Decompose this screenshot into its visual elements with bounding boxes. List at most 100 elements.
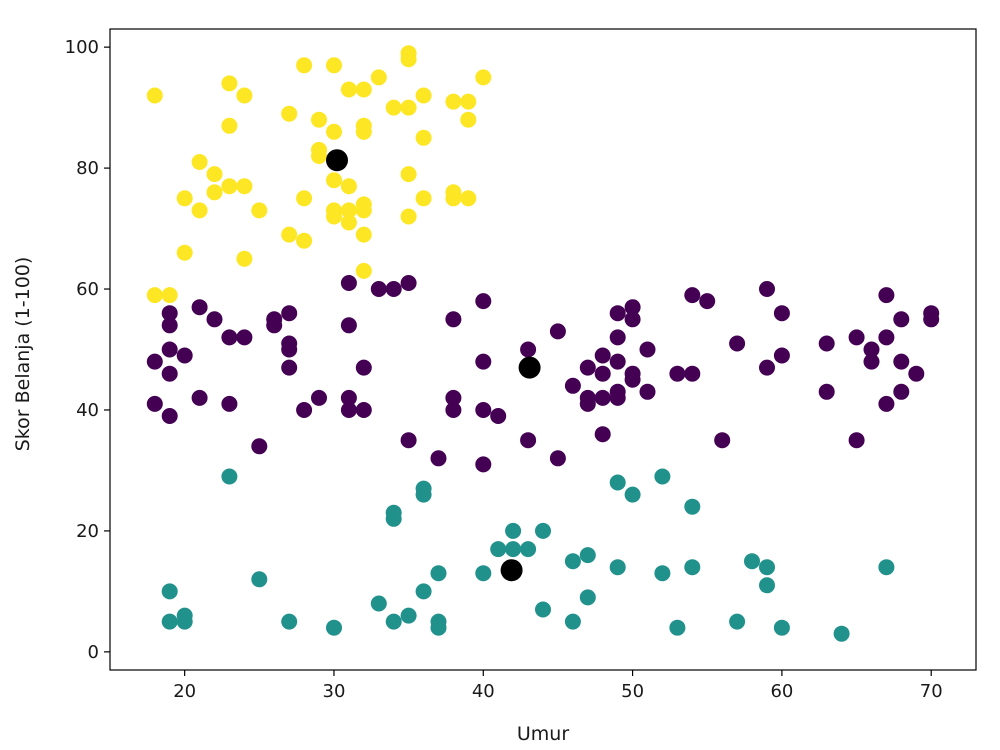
data-point [460,93,477,110]
data-point [251,571,268,588]
data-point [520,432,537,449]
y-tick-label: 20 [76,521,99,542]
data-point [400,607,417,624]
x-axis-label: Umur [517,723,569,745]
data-point [161,305,178,322]
x-tick-label: 60 [770,681,793,702]
y-tick-label: 0 [88,642,99,663]
data-point [759,559,775,576]
data-point [400,166,417,183]
data-point [624,299,641,316]
points-layer [146,45,940,642]
data-point [206,184,223,201]
data-point [564,613,581,630]
data-point [579,589,596,606]
data-point [579,547,596,564]
data-point [281,105,298,122]
y-tick-label: 40 [76,400,99,421]
data-point [191,154,208,170]
data-point [415,129,432,146]
data-point [729,613,746,630]
data-point [579,395,596,412]
x-tick-label: 20 [173,681,196,702]
data-point [355,202,372,219]
data-point [878,287,895,304]
data-point [206,311,223,328]
data-point [520,341,537,358]
data-point [161,287,178,304]
data-point [609,474,626,491]
data-point [355,359,372,376]
data-point [714,432,731,449]
data-point [624,486,641,503]
data-point [326,123,342,140]
data-point [490,541,507,558]
data-point [400,208,417,225]
data-point [654,468,671,485]
data-point [281,341,298,358]
data-point [161,613,178,630]
data-point [684,498,701,515]
data-point [669,365,686,382]
data-point [176,244,193,261]
centroid-point [518,356,541,379]
data-point [340,389,357,406]
data-point [176,190,193,207]
data-point [564,553,581,570]
data-point [355,123,372,140]
data-point [445,93,462,110]
data-point [281,226,298,243]
data-point [370,595,387,612]
data-point [340,214,357,231]
data-point [281,613,298,630]
data-point [146,87,163,104]
data-point [311,148,327,164]
data-point [326,172,342,189]
data-point [475,456,492,473]
data-point [430,450,447,467]
data-point [893,383,910,400]
data-point [848,329,865,346]
data-point [385,99,402,116]
data-point [878,559,895,576]
data-point [818,335,835,352]
data-point [878,395,895,412]
data-point [773,347,790,364]
y-axis-ticks: 0 20 40 60 80 100 [65,37,110,663]
data-point [236,250,253,267]
data-point [251,438,268,455]
data-point [191,202,208,219]
data-point [833,625,850,642]
data-point [475,565,492,582]
data-point [236,87,253,104]
data-point [460,190,477,207]
data-point [221,178,238,195]
centroid-layer [326,149,541,582]
data-point [624,371,641,388]
data-point [759,281,775,297]
data-point [475,293,492,310]
data-point [236,329,253,346]
data-point [176,347,193,364]
y-tick-label: 80 [76,158,99,179]
data-point [266,317,283,334]
data-point [729,335,746,352]
data-point [236,178,253,195]
data-point [415,190,432,207]
data-point [281,305,298,322]
data-point [355,81,372,98]
y-tick-label: 60 [76,279,99,300]
data-point [355,402,372,418]
data-point [699,293,716,310]
data-point [221,75,238,92]
data-point [475,69,492,86]
data-point [296,190,313,207]
data-point [609,329,626,346]
data-point [744,553,760,570]
data-point [684,559,701,576]
data-point [923,311,940,328]
data-point [221,329,238,346]
data-point [594,426,611,443]
